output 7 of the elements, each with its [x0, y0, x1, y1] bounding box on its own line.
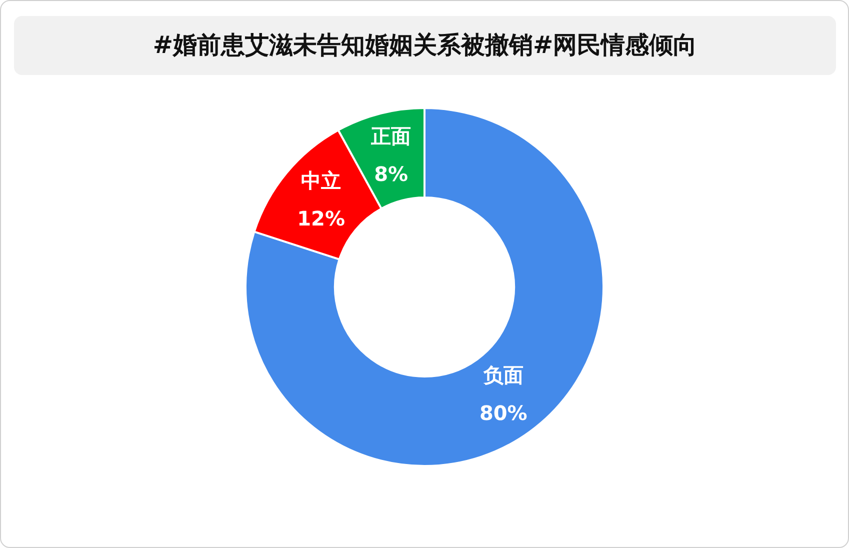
data-label: 12%	[297, 206, 345, 231]
data-label: 8%	[374, 162, 408, 186]
data-label: 80%	[479, 400, 528, 425]
slice-label: 正面	[370, 124, 412, 148]
chart-title: #婚前患艾滋未告知婚姻关系被撤销#网民情感倾向	[14, 16, 836, 75]
slice-label: 中立	[301, 168, 342, 193]
slice-label: 负面	[482, 362, 524, 387]
